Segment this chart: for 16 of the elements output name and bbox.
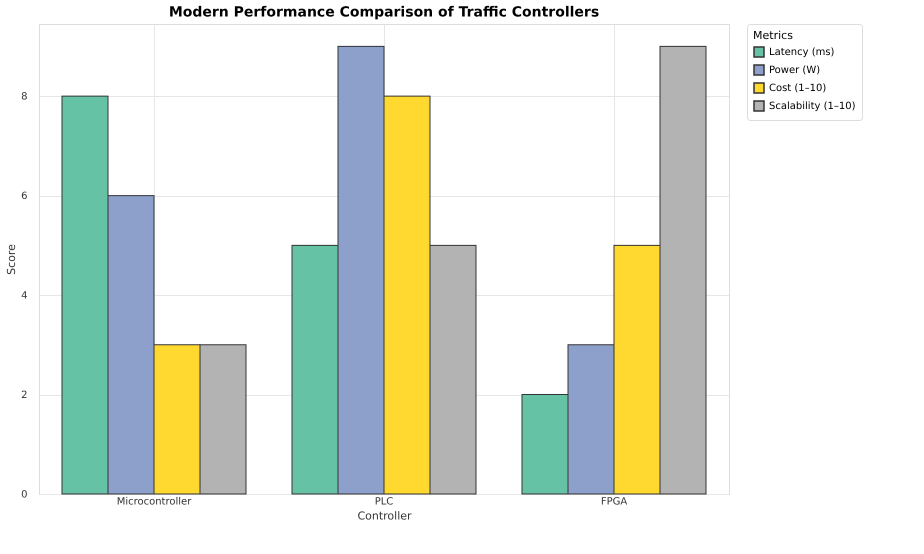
y-tick-label: 0 <box>21 490 28 500</box>
y-tick-label: 4 <box>21 290 28 302</box>
legend-label: Cost (1–10) <box>769 83 826 94</box>
y-axis-title: Score <box>5 244 18 275</box>
y-tick-label: 6 <box>21 191 28 202</box>
legend-label: Power (W) <box>769 65 820 76</box>
legend-title: Metrics <box>753 29 794 42</box>
x-tick-label: FPGA <box>600 496 628 508</box>
legend-label: Scalability (1–10) <box>769 101 856 112</box>
legend-label: Latency (ms) <box>769 47 835 58</box>
x-tick-label: Microcontroller <box>116 496 192 508</box>
y-tick-label: 8 <box>21 92 28 103</box>
y-tick-label: 2 <box>21 390 28 402</box>
chart-title: Modern Performance Comparison of Traffic Controllers <box>168 4 600 20</box>
x-axis-title: Controller <box>357 510 412 522</box>
x-tick-label: PLC <box>374 496 394 508</box>
